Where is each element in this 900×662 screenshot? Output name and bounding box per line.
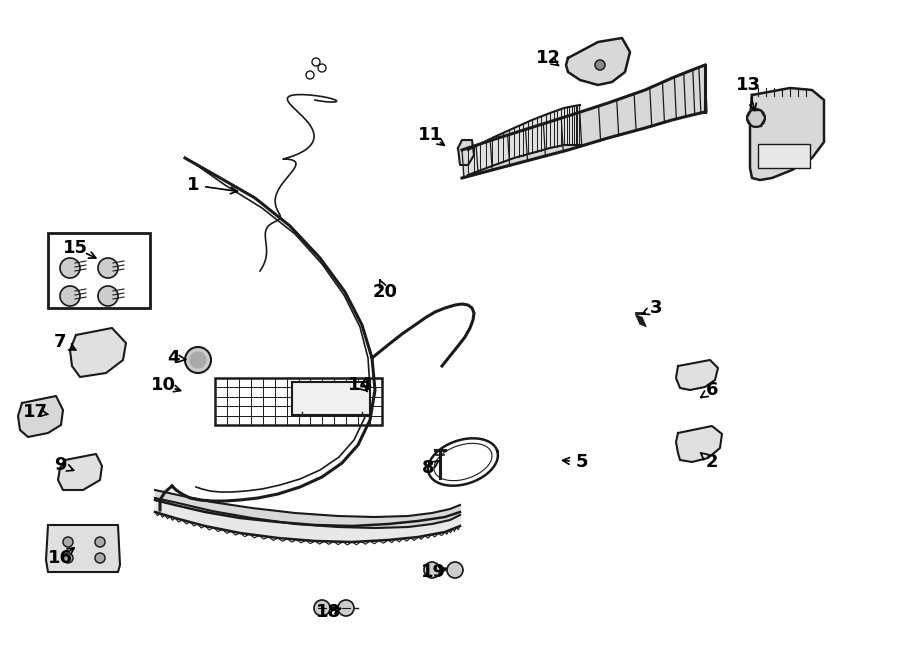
Circle shape — [185, 347, 211, 373]
Polygon shape — [676, 360, 718, 390]
Text: 5: 5 — [576, 453, 589, 471]
Polygon shape — [676, 426, 722, 462]
Text: 12: 12 — [536, 49, 561, 67]
Text: 11: 11 — [418, 126, 443, 144]
Polygon shape — [750, 88, 824, 180]
Polygon shape — [18, 396, 63, 437]
Polygon shape — [458, 140, 474, 165]
Text: 8: 8 — [422, 459, 435, 477]
Text: 4: 4 — [166, 349, 179, 367]
Text: 14: 14 — [347, 376, 373, 394]
Bar — [292, 382, 370, 415]
Circle shape — [314, 600, 330, 616]
Bar — [758, 144, 810, 168]
Text: 17: 17 — [22, 403, 48, 421]
Text: 18: 18 — [315, 603, 340, 621]
Circle shape — [338, 600, 354, 616]
Circle shape — [190, 352, 206, 368]
Text: 10: 10 — [150, 376, 176, 394]
Text: 3: 3 — [650, 299, 662, 317]
Bar — [48, 233, 150, 308]
Circle shape — [95, 537, 105, 547]
Circle shape — [63, 537, 73, 547]
Circle shape — [60, 258, 80, 278]
Polygon shape — [46, 525, 120, 572]
Circle shape — [747, 109, 765, 127]
Circle shape — [60, 286, 80, 306]
Text: 19: 19 — [420, 563, 446, 581]
Text: 9: 9 — [54, 456, 67, 474]
Circle shape — [98, 286, 118, 306]
Text: 1: 1 — [187, 176, 199, 194]
Polygon shape — [70, 328, 126, 377]
Polygon shape — [58, 454, 102, 490]
Text: 13: 13 — [735, 76, 760, 94]
Text: 6: 6 — [706, 381, 718, 399]
Text: 7: 7 — [54, 333, 67, 351]
Text: 15: 15 — [62, 239, 87, 257]
Circle shape — [98, 258, 118, 278]
Circle shape — [63, 553, 73, 563]
Circle shape — [595, 60, 605, 70]
Bar — [215, 378, 382, 425]
Polygon shape — [566, 38, 630, 85]
Circle shape — [447, 562, 463, 578]
Circle shape — [95, 553, 105, 563]
Text: 20: 20 — [373, 283, 398, 301]
Text: 16: 16 — [48, 549, 73, 567]
Text: 2: 2 — [706, 453, 718, 471]
Circle shape — [424, 562, 440, 578]
